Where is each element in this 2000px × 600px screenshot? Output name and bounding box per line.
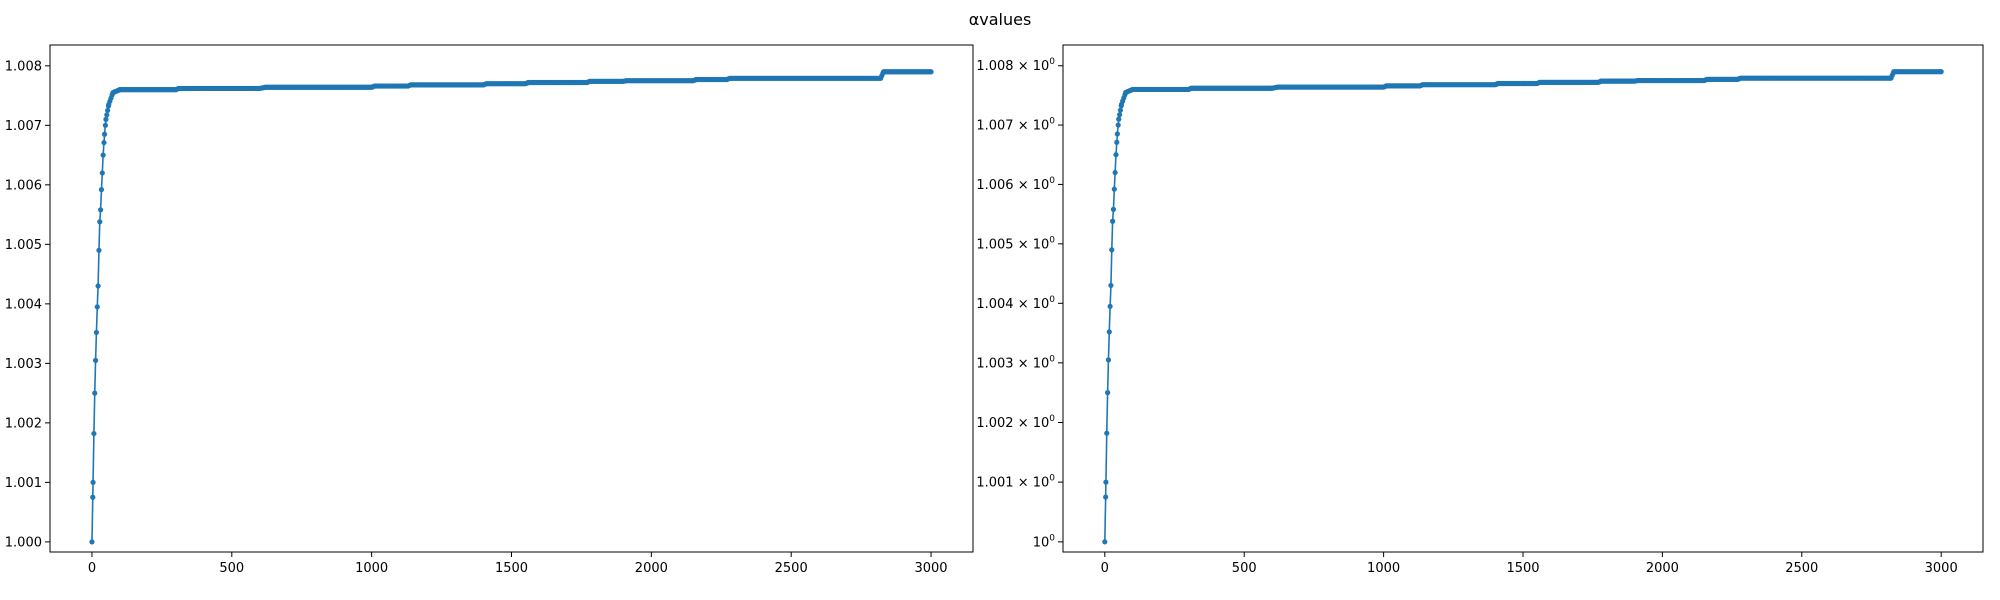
chart-0-x-tick-label: 500 [219, 561, 244, 576]
chart-1-data-point [1106, 329, 1112, 335]
chart-0-y-tick-label: 1.005 [5, 238, 42, 253]
chart-1-data-point [1108, 282, 1114, 289]
chart-0-y-tick-label: 1.006 [5, 178, 42, 193]
chart-1-x-tick-label: 2500 [1785, 561, 1818, 576]
chart-1-data-point [1110, 206, 1117, 212]
chart-1-data-point [1114, 139, 1120, 145]
chart-0-data-point [102, 122, 108, 128]
chart-0-axes-frame [49, 44, 974, 553]
chart-0-y-tick-label: 1.004 [5, 297, 42, 312]
chart-1-y-tick-label: 1.005 × 100 [976, 235, 1055, 252]
chart-1-data-point [1103, 494, 1109, 500]
chart-1-data-point [1103, 479, 1109, 485]
chart-1-y-tick-label: 1.006 × 100 [976, 176, 1055, 193]
chart-0-y-tick-label: 1.003 [5, 357, 42, 372]
chart-linear: 0 500 1000 1500 2000 2500 3000 1.000 1.001 1.002 1… [5, 44, 974, 576]
chart-0-data-point [95, 283, 101, 289]
chart-0-data-point [98, 207, 104, 213]
chart-1-y-tick-label: 1.004 × 100 [976, 295, 1055, 312]
chart-0-data-point [92, 390, 98, 396]
chart-0-data-point [99, 170, 105, 176]
chart-0-data-point [91, 430, 97, 437]
chart-1-data-point [1114, 131, 1120, 137]
chart-1-data-point [1110, 218, 1116, 224]
chart-1-data-point [1105, 390, 1111, 396]
chart-1-x-tick-label: 3000 [1925, 561, 1958, 576]
chart-1-series-markers [1102, 69, 1944, 545]
chart-1-y-tick-label: 1.001 × 100 [976, 474, 1055, 491]
chart-1-data-point [1111, 186, 1117, 192]
chart-1-data-point [1107, 303, 1113, 309]
chart-0-data-point [105, 107, 111, 114]
chart-0-x-tick-label: 1500 [495, 561, 528, 576]
chart-0-data-point [97, 219, 103, 225]
chart-1-data-point [1115, 122, 1121, 128]
chart-0-data-point [92, 357, 99, 363]
chart-1-data-point [1104, 430, 1110, 436]
chart-1-data-point [1113, 152, 1119, 158]
chart-0-data-point [101, 139, 107, 146]
chart-0-series-markers [89, 69, 934, 545]
chart-1-y-tick-label: 100 [1033, 533, 1056, 550]
chart-1-data-point [1117, 107, 1124, 113]
chart-1-x-tick-label: 500 [1232, 561, 1257, 576]
chart-1-data-point [1105, 357, 1112, 363]
chart-1-y-tick-label: 1.002 × 100 [976, 414, 1055, 431]
chart-0-x-tick-label: 3000 [914, 561, 947, 576]
chart-0-data-point [100, 152, 106, 158]
chart-0-data-point [90, 494, 96, 500]
chart-1-data-point [1938, 69, 1944, 75]
chart-0-y-tick-label: 1.002 [5, 416, 42, 431]
chart-1-x-tick-label: 1500 [1506, 561, 1539, 576]
chart-1-x-tick-label: 2000 [1646, 561, 1679, 576]
chart-0-data-point [93, 329, 100, 336]
chart-1-axes-frame [1062, 44, 1984, 553]
chart-0-data-point [89, 539, 95, 545]
chart-0-data-point [104, 112, 110, 118]
chart-1-x-tick-label: 0 [1101, 561, 1109, 576]
chart-1-data-point [1112, 169, 1118, 176]
chart-0-data-point [103, 116, 109, 122]
figure-title: αvalues [969, 10, 1032, 29]
chart-1-y-tick-label: 1.003 × 100 [976, 354, 1055, 371]
chart-0-data-point [90, 479, 96, 485]
chart-log: 0 500 1000 1500 2000 2500 3000 100 1.001 × 100 1.… [976, 44, 1984, 576]
chart-0-y-tick-label: 1.000 [5, 535, 42, 550]
chart-0-y-tick-label: 1.008 [5, 59, 42, 74]
chart-0-data-point [96, 247, 102, 253]
chart-0-x-tick-label: 0 [88, 561, 96, 576]
chart-0-y-tick-label: 1.001 [5, 476, 42, 491]
chart-0-data-point [101, 131, 108, 137]
chart-0-data-point [98, 187, 105, 193]
chart-0-data-point [928, 69, 934, 75]
chart-1-y-tick-label: 1.007 × 100 [976, 117, 1055, 134]
chart-1-data-point [1116, 116, 1122, 122]
chart-0-data-point [94, 304, 100, 310]
chart-0-x-tick-label: 1000 [355, 561, 388, 576]
chart-1-data-point [1109, 247, 1115, 253]
chart-1-x-tick-label: 1000 [1367, 561, 1400, 576]
chart-1-y-tick-label: 1.008 × 100 [976, 57, 1055, 74]
chart-1-data-point [1116, 112, 1123, 118]
chart-0-x-tick-label: 2500 [775, 561, 808, 576]
chart-0-x-tick-label: 2000 [635, 561, 668, 576]
chart-0-y-tick-label: 1.007 [5, 119, 42, 134]
chart-1-data-point [1102, 539, 1108, 545]
